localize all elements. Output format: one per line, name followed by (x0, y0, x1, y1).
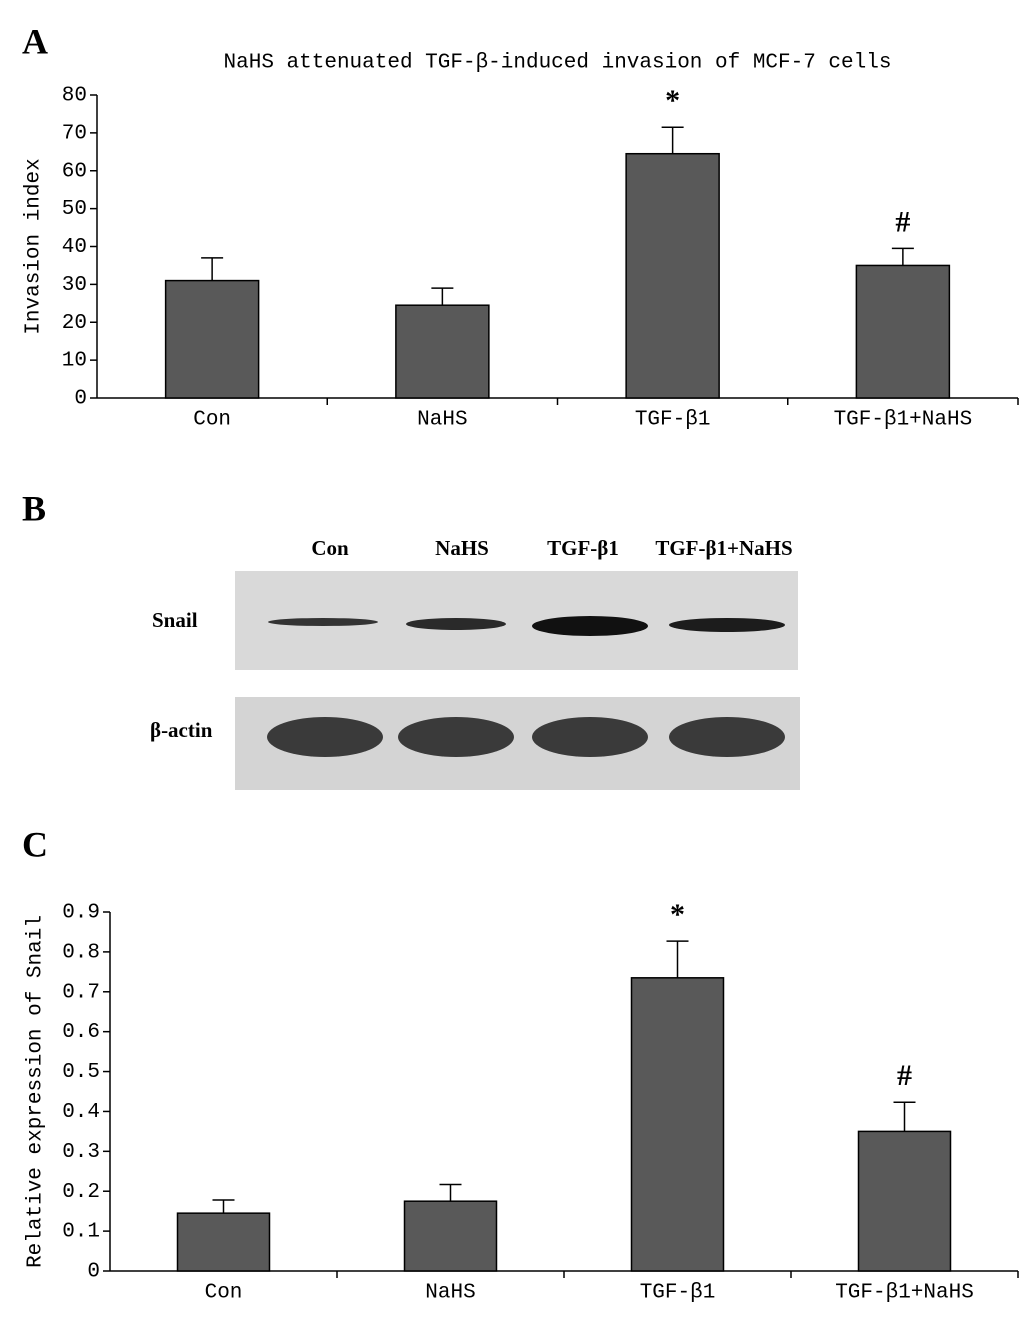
x-tick-label: TGF-β1+NaHS (834, 409, 973, 432)
error-bar (893, 1101, 916, 1132)
y-tick-label: 0.8 (62, 941, 100, 964)
y-tick-label: 40 (62, 236, 87, 259)
y-tick-label: 30 (62, 274, 87, 297)
y-tick-label: 0.7 (62, 981, 100, 1004)
significance-mark: * (665, 84, 680, 117)
x-tick-label: NaHS (425, 1282, 475, 1305)
bar (625, 152, 720, 399)
panel-label: A (22, 21, 48, 61)
bar (176, 1212, 271, 1272)
row-label: β-actin (150, 718, 213, 742)
panel-label: C (22, 824, 48, 864)
error-bar (891, 247, 914, 266)
y-tick-label: 0.2 (62, 1181, 100, 1204)
lane-label: Con (311, 536, 349, 560)
error-bar (661, 126, 684, 154)
y-tick-label: 0.4 (62, 1101, 100, 1124)
y-tick-label: 0.5 (62, 1061, 100, 1084)
significance-mark: # (895, 205, 910, 238)
error-bar (666, 940, 689, 978)
x-tick-label: TGF-β1 (635, 409, 711, 432)
y-tick-label: 0.1 (62, 1221, 100, 1244)
bar (164, 279, 260, 399)
y-tick-label: 10 (62, 350, 87, 373)
x-tick-label: TGF-β1 (640, 1282, 716, 1305)
y-tick-label: 0.3 (62, 1141, 100, 1164)
lane-label: NaHS (435, 536, 489, 560)
row-label: Snail (152, 608, 198, 632)
panel-label: B (22, 488, 46, 528)
bar (855, 264, 951, 399)
x-tick-label: Con (205, 1282, 243, 1305)
y-tick-label: 0 (74, 388, 87, 411)
y-tick-label: 20 (62, 312, 87, 335)
chart-title: NaHS attenuated TGF-β-induced invasion o… (224, 52, 892, 75)
error-bar (439, 1183, 462, 1202)
bar (395, 304, 490, 399)
error-bar (431, 287, 454, 306)
lane-label: TGF-β1 (547, 536, 619, 560)
y-tick-label: 70 (62, 122, 87, 145)
y-tick-label: 50 (62, 198, 87, 221)
y-tick-label: 60 (62, 160, 87, 183)
bar (857, 1130, 952, 1272)
x-tick-label: TGF-β1+NaHS (835, 1282, 974, 1305)
significance-mark: * (670, 898, 685, 931)
blot-image (235, 571, 800, 790)
error-bar (212, 1199, 235, 1214)
y-axis-label: Invasion index (23, 158, 46, 334)
y-tick-label: 80 (62, 85, 87, 108)
y-tick-label: 0 (87, 1261, 100, 1284)
y-tick-label: 0.9 (62, 902, 100, 925)
y-axis-label: Relative expression of Snail (25, 915, 48, 1268)
bar (630, 977, 725, 1272)
significance-mark: # (897, 1059, 912, 1092)
y-tick-label: 0.6 (62, 1021, 100, 1044)
bar (403, 1200, 498, 1272)
x-tick-label: Con (193, 409, 231, 432)
lane-label: TGF-β1+NaHS (655, 536, 792, 560)
x-tick-label: NaHS (417, 409, 467, 432)
error-bar (201, 257, 224, 281)
